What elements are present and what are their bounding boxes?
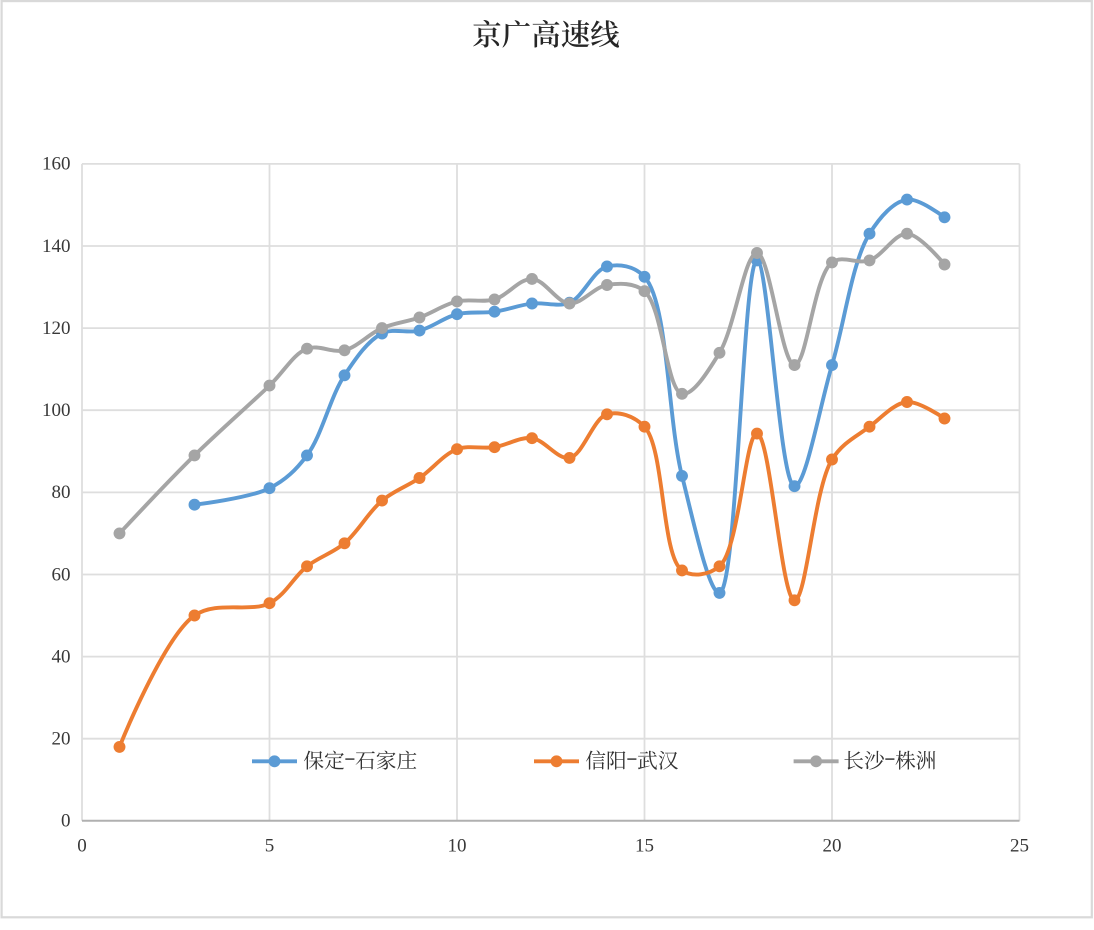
svg-text:120: 120 xyxy=(42,318,71,339)
svg-text:20: 20 xyxy=(52,729,71,750)
svg-text:20: 20 xyxy=(823,836,842,857)
svg-text:40: 40 xyxy=(52,646,71,667)
svg-text:0: 0 xyxy=(61,811,71,832)
svg-text:160: 160 xyxy=(42,154,71,175)
svg-text:80: 80 xyxy=(52,482,71,503)
svg-text:5: 5 xyxy=(265,836,275,857)
svg-text:0: 0 xyxy=(77,836,87,857)
svg-text:15: 15 xyxy=(635,836,654,857)
svg-text:60: 60 xyxy=(52,564,71,585)
svg-text:25: 25 xyxy=(1010,836,1029,857)
svg-text:10: 10 xyxy=(448,836,467,857)
svg-text:100: 100 xyxy=(42,400,71,421)
svg-text:140: 140 xyxy=(42,236,71,257)
